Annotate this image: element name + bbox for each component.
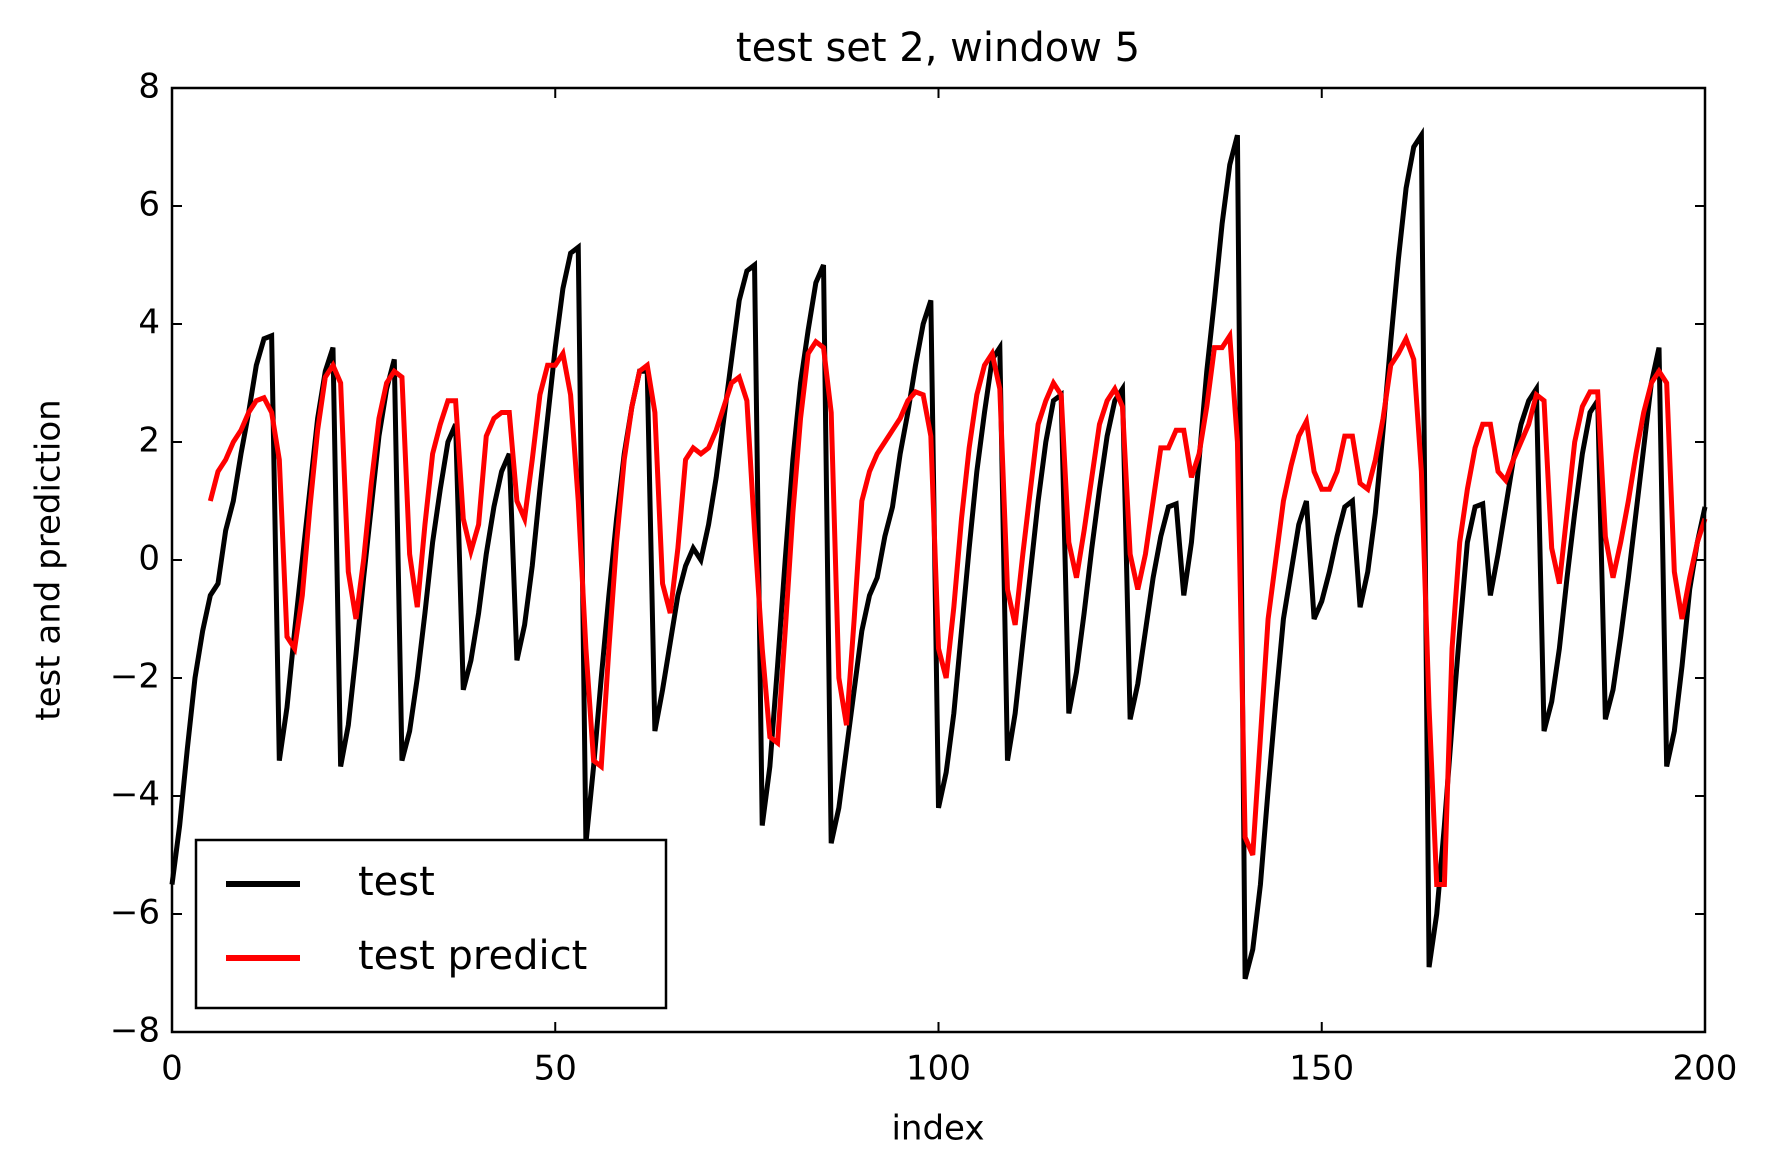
y-tick-label: 0 (138, 539, 160, 579)
y-tick-label: 6 (138, 185, 160, 225)
x-tick-label: 100 (906, 1049, 971, 1089)
y-tick-label: 4 (138, 303, 160, 343)
series-line (207, 328, 1708, 887)
x-tick-label: 0 (161, 1049, 183, 1089)
y-tick-label: −2 (110, 657, 160, 697)
x-axis-label: index (891, 1109, 984, 1149)
y-tick-label: 8 (138, 67, 160, 107)
y-axis-label: test and prediction (29, 399, 69, 720)
legend-label: test (358, 859, 435, 905)
x-tick-label: 50 (534, 1049, 577, 1089)
x-tick-label: 150 (1289, 1049, 1354, 1089)
y-tick-label: −6 (110, 893, 160, 933)
chart-title: test set 2, window 5 (736, 25, 1140, 71)
plot-frame (170, 86, 1707, 1034)
y-tick-label: −8 (110, 1011, 160, 1051)
x-tick-label: 200 (1673, 1049, 1738, 1089)
y-tick-label: −4 (110, 775, 160, 815)
y-tick-label: 2 (138, 421, 160, 461)
legend-label: test predict (358, 933, 587, 979)
legend-box (194, 838, 668, 1010)
